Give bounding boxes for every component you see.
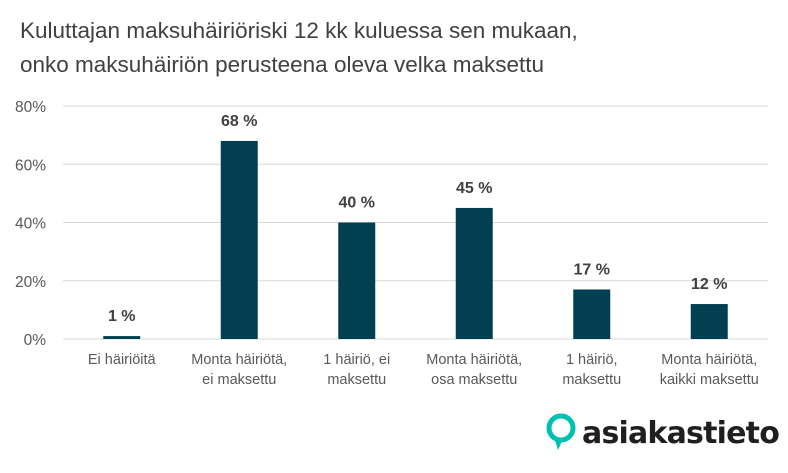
bar (690, 304, 728, 339)
data-label: 45 % (456, 180, 492, 197)
category-label: Monta häiriötä, (661, 352, 757, 368)
category-label: osa maksettu (431, 372, 517, 388)
bar (220, 140, 258, 339)
data-label: 12 % (691, 276, 727, 293)
category-label: maksettu (562, 372, 621, 388)
category-label: 1 häiriö, (566, 352, 618, 368)
chart-title-line-2: onko maksuhäiriön perusteena oleva velka… (20, 52, 545, 77)
data-label: 68 % (221, 113, 257, 130)
bar (455, 207, 493, 339)
location-pin-icon (546, 413, 576, 450)
category-label: Monta häiriötä, (426, 352, 522, 368)
category-label: ei maksettu (202, 372, 276, 388)
bar-chart: 0% 20% 40% 60% 80% 1 % Ei häiriöitä 68 % Monta h… (15, 99, 768, 388)
chart-title-line-1: Kuluttajan maksuhäiriöriski 12 kk kulues… (20, 18, 578, 43)
bar (103, 336, 141, 339)
chart-title: Kuluttajan maksuhäiriöriski 12 kk kulues… (20, 14, 760, 82)
category-label: Monta häiriötä, (191, 352, 287, 368)
y-tick-label: 80% (15, 99, 46, 116)
y-tick-label: 40% (15, 216, 46, 233)
asiakastieto-logo: asiakastieto (545, 410, 780, 456)
data-label: 40 % (339, 195, 375, 212)
category-label: kaikki maksettu (660, 372, 759, 388)
y-tick-label: 60% (15, 157, 46, 174)
logo-text: asiakastieto (582, 415, 780, 451)
category-label: 1 häiriö, ei (323, 352, 390, 368)
data-label: 17 % (574, 261, 610, 278)
category-label: maksettu (327, 372, 386, 388)
y-tick-label: 20% (15, 274, 46, 291)
y-tick-label: 0% (24, 332, 47, 349)
bar (338, 222, 376, 339)
bar (573, 289, 611, 339)
category-label: Ei häiriöitä (88, 352, 157, 368)
data-label: 1 % (108, 308, 136, 325)
